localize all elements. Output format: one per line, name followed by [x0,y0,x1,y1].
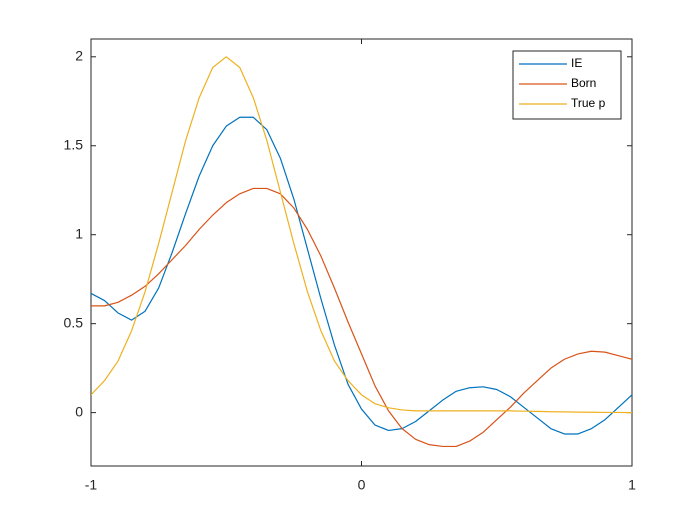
y-tick-label: 1.5 [64,136,84,152]
y-tick-label: 2 [75,47,83,63]
legend: IE Born True p [512,50,622,120]
series-line [91,116,632,435]
legend-label: Born [571,76,596,90]
y-tick-label: 0.5 [64,314,84,330]
series-line [91,56,632,414]
legend-box [512,50,622,120]
y-tick-label: 1 [75,225,83,241]
x-tick-label: 0 [358,477,366,493]
legend-label: IE [571,56,582,70]
series-line [91,187,632,448]
y-tick-label: 0 [75,403,83,419]
x-tick-label: 1 [628,477,636,493]
x-tick-label: -1 [85,477,98,493]
legend-label: True p [571,96,606,110]
